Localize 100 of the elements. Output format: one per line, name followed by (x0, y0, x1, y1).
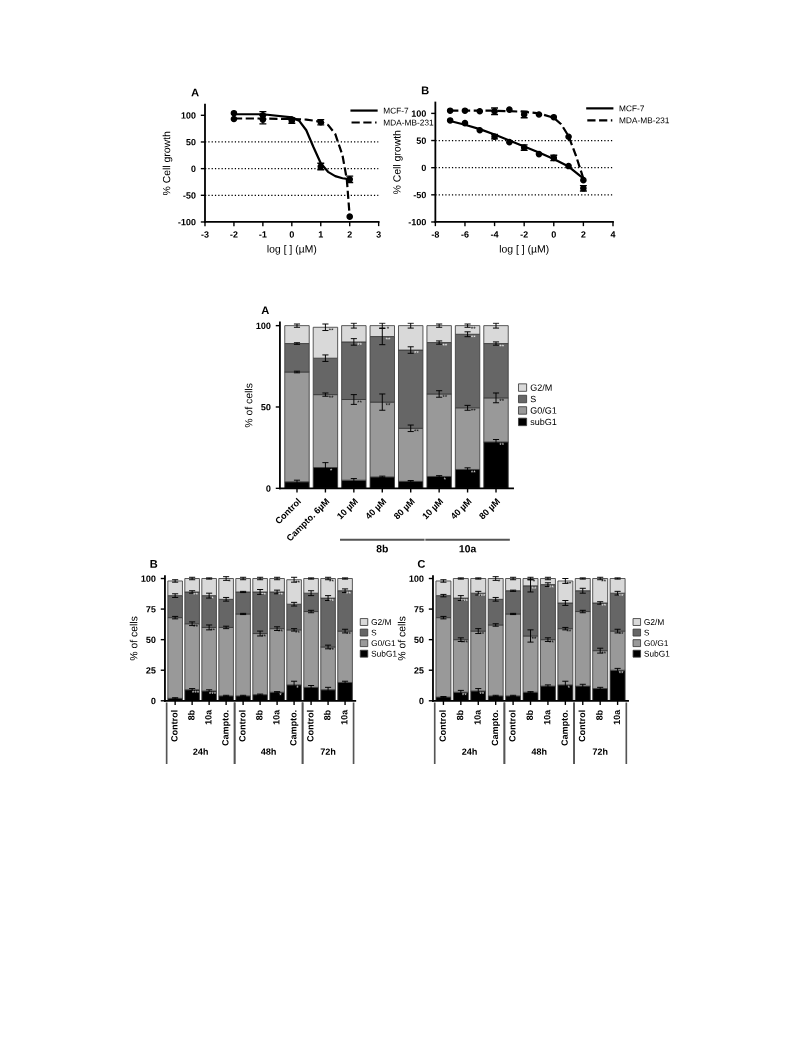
x-tick-label: Control (170, 710, 178, 742)
x-tick-label: 10a (341, 709, 348, 725)
x-tick-label: 10a (205, 709, 212, 725)
x-tick-label: 80 µM (393, 497, 417, 521)
y-tick-label: 100 (409, 575, 424, 582)
y-tick-label: 50 (416, 137, 426, 144)
x-tick-label: 40 µM (449, 497, 474, 522)
x-axis-title: log [ ] (µM) (267, 244, 317, 255)
legend-label: MCF-7 (619, 105, 645, 112)
x-tick-label: -2 (520, 231, 528, 238)
x-tick-label: 40 µM (364, 497, 388, 522)
x-tick-label: -8 (431, 231, 440, 238)
x-tick-label: 10 µM (421, 497, 445, 521)
x-tick-label: 2 (347, 231, 352, 238)
x-tick-label: 80 µM (478, 497, 502, 521)
legend-label: G0/G1 (371, 639, 396, 647)
x-tick-label: Campto. (222, 710, 231, 746)
legend-label: G2/M (530, 384, 552, 391)
text: 24h (462, 748, 477, 755)
chart-title: A (261, 306, 270, 315)
legend-label: MCF-7 (383, 107, 409, 114)
text: 72h (320, 748, 336, 755)
x-tick-label: -1 (259, 231, 267, 238)
y-tick-label: 100 (141, 575, 156, 582)
x-tick-label: Campto. (561, 710, 570, 746)
x-tick-label: Control (508, 710, 516, 742)
x-tick-label: -2 (230, 231, 238, 238)
y-tick-label: 0 (151, 697, 156, 705)
x-axis-title: log [ ] (µM) (499, 244, 549, 255)
y-tick-label: 75 (146, 606, 156, 613)
y-axis-title: % Cell growth (162, 131, 173, 196)
y-tick-label: 25 (146, 667, 156, 674)
y-tick-label: -100 (178, 218, 196, 226)
legend-label: S (530, 395, 536, 403)
legend-label: MDA-MB-231 (383, 119, 434, 126)
y-tick-label: 75 (414, 606, 424, 613)
x-tick-label: -4 (490, 231, 499, 238)
chart-title: A (191, 88, 199, 97)
chart-title: B (421, 86, 429, 95)
y-tick-label: 50 (146, 636, 156, 644)
x-tick-label: 4 (610, 231, 616, 238)
y-tick-label: 50 (261, 403, 271, 411)
x-tick-label: 1 (318, 231, 324, 238)
legend-label: SubG1 (644, 650, 670, 657)
x-tick-label: Control (238, 710, 246, 742)
text: 24h (193, 748, 208, 755)
y-axis-title: % of cells (244, 383, 253, 428)
y-tick-label: 0 (266, 485, 271, 492)
y-tick-label: 0 (191, 165, 196, 172)
x-tick-label: Campto. (491, 710, 500, 746)
legend-label: G0/G1 (644, 639, 669, 647)
x-tick-label: -3 (201, 231, 209, 238)
y-tick-label: -50 (183, 192, 196, 199)
text: 72h (592, 748, 608, 755)
y-tick-label: 100 (181, 112, 196, 119)
x-tick-label: Control (439, 710, 446, 742)
x-tick-label: 8b (456, 710, 464, 721)
y-tick-label: -50 (413, 191, 426, 199)
x-tick-label: 10a (273, 709, 280, 725)
text: 48h (531, 748, 547, 755)
x-tick-label: 3 (376, 231, 381, 238)
x-tick-label: 0 (289, 231, 294, 238)
y-tick-label: 50 (186, 138, 196, 146)
y-tick-label: 100 (256, 322, 271, 329)
y-tick-label: 50 (414, 636, 424, 644)
x-tick-label: Control (306, 710, 314, 742)
y-tick-label: -100 (408, 218, 426, 226)
x-tick-label: 10a (543, 709, 551, 725)
x-tick-label: 8b (595, 710, 603, 721)
legend-label: G0/G1 (530, 407, 557, 414)
x-tick-label: 8b (255, 710, 263, 721)
y-axis-title: % of cells (397, 616, 406, 661)
y-tick-label: 25 (414, 667, 424, 674)
x-tick-label: 2 (581, 231, 586, 238)
text: 8b (376, 544, 388, 553)
legend-label: G2/M (371, 618, 391, 625)
legend-label: MDA-MB-231 (619, 117, 670, 124)
y-axis-title: % Cell growth (393, 130, 403, 195)
x-tick-label: Campto. (290, 710, 299, 746)
x-tick-label: 8b (323, 710, 331, 721)
x-tick-label: 8b (187, 710, 195, 721)
x-tick-label: 8b (526, 710, 533, 721)
x-tick-label: 0 (551, 231, 556, 238)
text: 48h (260, 748, 276, 755)
legend-label: S (644, 629, 650, 636)
chart-title: B (150, 560, 158, 568)
x-tick-label: 10 µM (336, 497, 360, 521)
chart-title: C (417, 559, 426, 568)
y-axis-title: % of cells (129, 616, 138, 661)
legend-label: G2/M (644, 618, 664, 625)
text: 10a (459, 545, 477, 553)
x-tick-label: 10a (474, 709, 481, 725)
y-tick-label: 100 (411, 110, 426, 117)
y-tick-label: 0 (419, 697, 424, 705)
x-tick-label: 10a (613, 709, 621, 725)
x-tick-label: -6 (461, 231, 469, 238)
legend-label: subG1 (530, 418, 557, 426)
y-tick-label: 0 (421, 164, 426, 172)
legend-label: S (371, 629, 377, 636)
legend-label: SubG1 (371, 650, 397, 657)
